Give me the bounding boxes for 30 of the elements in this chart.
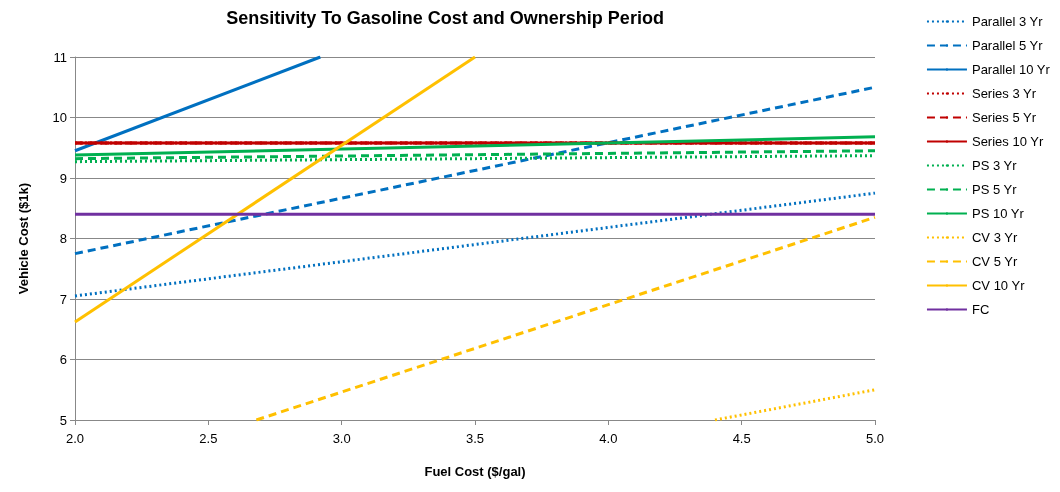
- legend-label: CV 3 Yr: [971, 230, 1018, 245]
- legend-label: Series 5 Yr: [971, 110, 1037, 125]
- legend-label: CV 10 Yr: [971, 278, 1026, 293]
- legend-label: Parallel 3 Yr: [971, 14, 1044, 29]
- chart-title: Sensitivity To Gasoline Cost and Ownership Period: [226, 8, 664, 28]
- x-tick-label: 3.5: [465, 431, 485, 446]
- legend-label: PS 3 Yr: [971, 158, 1018, 173]
- y-tick-label: 6: [59, 352, 67, 367]
- y-axis-title: Vehicle Cost ($1k): [16, 182, 31, 295]
- x-tick-label: 5.0: [865, 431, 885, 446]
- legend-label: CV 5 Yr: [971, 254, 1018, 269]
- x-tick-label: 4.0: [599, 431, 618, 446]
- y-tick-label: 10: [52, 110, 67, 125]
- y-tick-label: 9: [59, 170, 67, 186]
- x-tick-label: 2.0: [65, 431, 85, 446]
- x-tick-label: 3.0: [332, 431, 351, 446]
- x-tick-label: 4.5: [732, 431, 751, 446]
- x-axis-title: Fuel Cost ($/gal): [424, 464, 526, 479]
- legend-label: FC: [971, 302, 990, 317]
- x-tick-label: 2.5: [199, 431, 218, 446]
- legend-label: Series 3 Yr: [971, 86, 1037, 101]
- y-tick-label: 7: [59, 291, 67, 307]
- y-tick-label: 5: [59, 412, 67, 428]
- legend-label: Series 10 Yr: [971, 134, 1044, 149]
- legend-label: Parallel 5 Yr: [971, 38, 1044, 53]
- legend-label: PS 5 Yr: [971, 182, 1018, 197]
- y-tick-label: 11: [53, 49, 67, 65]
- y-tick-label: 8: [59, 231, 67, 246]
- legend-label: PS 10 Yr: [971, 206, 1025, 221]
- legend-label: Parallel 10 Yr: [971, 62, 1051, 77]
